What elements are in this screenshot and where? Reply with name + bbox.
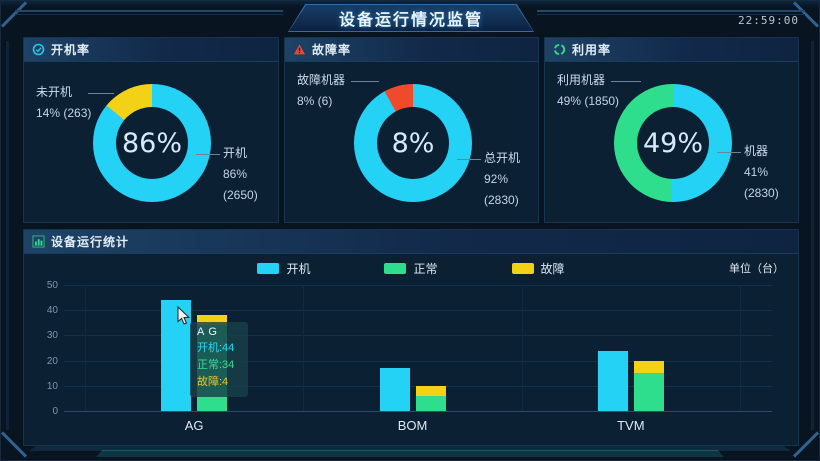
- tooltip-row: 故障:4: [197, 376, 229, 388]
- tooltip-row: 开机:44: [197, 342, 235, 354]
- panel-statistics: 设备运行统计 开机 正常 故障 单位（台） 0 10 20 30 40 50 AG BOM TVM …: [23, 229, 799, 446]
- frame-left-rail: [6, 41, 9, 430]
- frame-bottom-band-inner: [96, 450, 724, 457]
- bar-chart-icon: [32, 235, 45, 248]
- warning-triangle-icon: [293, 44, 306, 55]
- donut-hole: 49%: [637, 107, 709, 179]
- tooltip-row: 正常:34: [197, 359, 235, 371]
- fault-rate-donut[interactable]: 8%: [354, 84, 472, 202]
- frame-right-rail: [811, 41, 814, 430]
- x-axis-line: [64, 411, 772, 412]
- legend-swatch: [384, 263, 407, 274]
- x-split-line: [85, 285, 86, 411]
- gridline: [64, 285, 772, 286]
- boot-rate-donut[interactable]: 86%: [93, 84, 211, 202]
- panel-fault-rate: 故障率 8% 故障机器 8% (6) 总开机 92% (2830): [284, 37, 539, 223]
- bar-故障-BOM[interactable]: [415, 385, 446, 396]
- donut-hole: 86%: [116, 107, 188, 179]
- gridline: [64, 310, 772, 312]
- legend-item-正常[interactable]: 正常: [384, 260, 438, 277]
- chart-tooltip: AG 开机:44 正常:34 故障:4: [190, 322, 248, 397]
- gridline: [64, 335, 772, 337]
- donut-center-value: 49%: [642, 127, 703, 159]
- donut-label-left: 故障机器 8% (6): [297, 73, 346, 108]
- bar-开机-BOM[interactable]: [379, 368, 410, 411]
- label-lead-line: [457, 159, 481, 160]
- tooltip-title: AG: [197, 326, 221, 338]
- panel-usage-rate-header: 利用率: [545, 38, 798, 62]
- usage-rate-donut[interactable]: 49%: [614, 84, 732, 202]
- legend-swatch: [511, 263, 534, 274]
- label-lead-line: [717, 152, 741, 153]
- legend-label: 开机: [286, 262, 311, 276]
- donut-label-right: 开机 86% (2650): [223, 146, 258, 202]
- donut-label-right: 总开机 92% (2830): [484, 151, 521, 207]
- bar-故障-AG[interactable]: [197, 315, 228, 326]
- y-tick-label: 40: [46, 305, 58, 317]
- legend-label: 正常: [413, 262, 438, 276]
- y-tick-label: 30: [46, 330, 58, 342]
- label-lead-line: [196, 154, 220, 155]
- bar-故障-TVM[interactable]: [633, 360, 664, 374]
- header-line-right: [537, 10, 805, 12]
- y-tick-label: 0: [52, 406, 58, 417]
- label-lead-line: [351, 81, 379, 82]
- y-tick-label: 10: [46, 380, 58, 392]
- legend-label: 故障: [540, 262, 565, 276]
- panel-title: 故障率: [312, 43, 352, 57]
- panel-fault-rate-header: 故障率: [285, 38, 538, 62]
- bar-chart-plot: 0 10 20 30 40 50 AG BOM TVM: [24, 230, 800, 447]
- bar-正常-BOM[interactable]: [415, 395, 446, 411]
- mouse-cursor: [177, 306, 190, 325]
- category-label-BOM: BOM: [397, 418, 428, 433]
- donut-label-left: 未开机 14% (263): [36, 85, 92, 120]
- unit-label: 单位（台）: [729, 263, 784, 275]
- label-lead-line: [88, 93, 114, 94]
- category-label-TVM: TVM: [617, 418, 645, 433]
- panel-title: 开机率: [51, 43, 91, 57]
- panel-usage-rate: 利用率 49% 利用机器 49% (1850) 机器 41% (2830): [544, 37, 799, 223]
- panel-boot-rate-header: 开机率: [24, 38, 278, 62]
- legend-item-开机[interactable]: 开机: [257, 260, 310, 277]
- frame-bottom-band: [29, 443, 791, 451]
- x-split-line: [740, 285, 741, 411]
- panel-statistics-header: 设备运行统计: [24, 230, 798, 254]
- donut-center-value: 86%: [121, 127, 182, 159]
- panel-title: 利用率: [572, 43, 612, 57]
- legend-swatch: [257, 263, 280, 274]
- category-label-AG: AG: [184, 418, 204, 433]
- gridline: [64, 360, 772, 362]
- ring-icon: [553, 43, 566, 56]
- top-bar: 设备运行情况监管 22:59:00: [1, 1, 819, 34]
- header-line-right-sub: [537, 14, 805, 15]
- page-title: 设备运行情况监管: [338, 12, 483, 29]
- header-line-left: [15, 10, 283, 12]
- bar-正常-TVM[interactable]: [633, 373, 664, 411]
- y-tick-label: 50: [46, 280, 58, 291]
- legend-item-故障[interactable]: 故障: [511, 260, 565, 277]
- clock: 22:59:00: [738, 14, 799, 27]
- donut-label-left: 利用机器 49% (1850): [557, 73, 620, 108]
- x-split-line: [303, 285, 305, 411]
- chart-legend: 开机 正常 故障: [24, 260, 798, 277]
- x-split-line: [521, 285, 523, 411]
- panel-boot-rate: 开机率 86% 未开机 14% (263) 开机 86% (2650): [23, 37, 279, 223]
- donut-label-right: 机器 41% (2830): [744, 144, 779, 200]
- donut-hole: 8%: [377, 107, 449, 179]
- label-lead-line: [611, 81, 641, 82]
- header-line-left-sub: [15, 14, 283, 15]
- title-banner: 设备运行情况监管: [288, 4, 534, 32]
- y-tick-label: 20: [46, 355, 58, 367]
- gauge-check-icon: [32, 43, 45, 56]
- panel-title: 设备运行统计: [51, 235, 130, 249]
- bar-开机-TVM[interactable]: [597, 350, 628, 411]
- donut-center-value: 8%: [391, 127, 435, 159]
- bar-开机-AG[interactable]: [161, 300, 192, 411]
